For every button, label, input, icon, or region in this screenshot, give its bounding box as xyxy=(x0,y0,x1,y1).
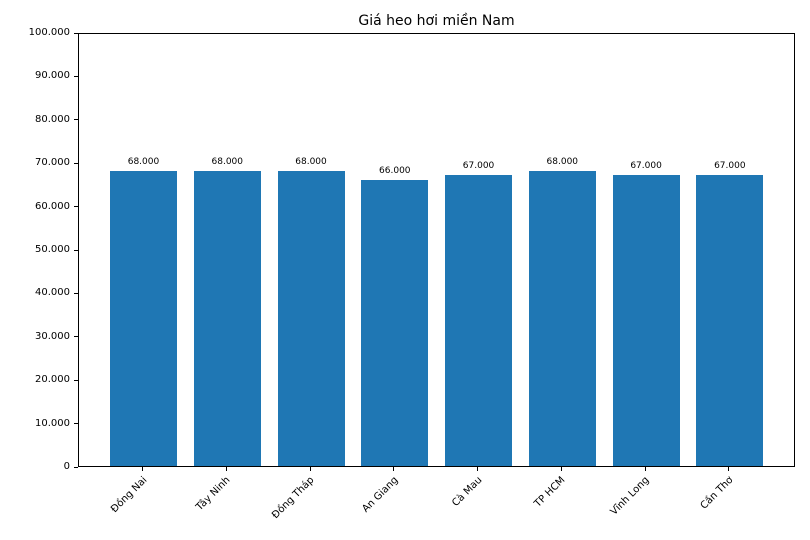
y-tick-label: 50.000 xyxy=(35,244,70,255)
x-tick-mark xyxy=(393,467,395,471)
y-tick-mark xyxy=(74,423,78,425)
y-tick-label: 80.000 xyxy=(35,113,70,125)
bar xyxy=(193,170,261,466)
bar-value-label: 68.000 xyxy=(295,156,327,167)
y-tick-mark xyxy=(74,32,78,34)
bar xyxy=(109,170,177,466)
y-tick-label: 10.000 xyxy=(35,417,70,429)
y-tick-mark xyxy=(74,206,78,208)
y-tick-mark xyxy=(74,292,78,294)
y-tick-label: 70.000 xyxy=(35,157,70,169)
bar xyxy=(696,175,764,466)
y-tick-mark xyxy=(74,336,78,338)
bar xyxy=(361,179,429,466)
y-tick-label: 40.000 xyxy=(35,287,70,299)
bar-value-label: 68.000 xyxy=(211,156,244,167)
chart-title: Giá heo hơi miền Nam xyxy=(358,13,515,29)
bar-value-label: 66.000 xyxy=(379,165,411,176)
y-tick-mark xyxy=(74,379,78,381)
bar-value-label: 68.000 xyxy=(127,156,160,167)
bar xyxy=(277,170,345,466)
y-tick-mark xyxy=(74,75,78,77)
y-tick-label: 20.000 xyxy=(35,374,70,386)
x-tick-mark xyxy=(309,467,311,471)
x-tick-mark xyxy=(560,467,562,471)
y-tick-mark xyxy=(74,249,78,251)
y-tick-label: 60.000 xyxy=(35,200,70,212)
y-tick-label: 100.000 xyxy=(28,27,70,38)
bar xyxy=(445,175,513,466)
bar-value-label: 67.000 xyxy=(630,161,662,172)
x-tick-mark xyxy=(728,467,730,471)
bar-value-label: 67.000 xyxy=(714,161,746,172)
y-tick-mark xyxy=(74,162,78,164)
bar-value-label: 68.000 xyxy=(546,156,579,167)
bar-value-label: 67.000 xyxy=(462,161,495,172)
bar xyxy=(612,175,680,466)
y-tick-label: 90.000 xyxy=(35,70,70,82)
y-tick-mark xyxy=(74,119,78,121)
plot-area: 68.000 68.000 68.000 66.000 67.000 68.000 67.0… xyxy=(78,33,795,467)
x-tick-mark xyxy=(644,467,646,471)
y-tick-label: 30.000 xyxy=(35,330,70,342)
bar xyxy=(528,170,596,466)
x-tick-mark xyxy=(225,467,227,471)
y-tick-label: 0 xyxy=(63,461,70,472)
x-tick-mark xyxy=(141,467,143,471)
x-tick-label: Đồng Nai xyxy=(108,474,149,516)
y-tick-mark xyxy=(74,466,78,468)
x-tick-mark xyxy=(477,467,479,471)
